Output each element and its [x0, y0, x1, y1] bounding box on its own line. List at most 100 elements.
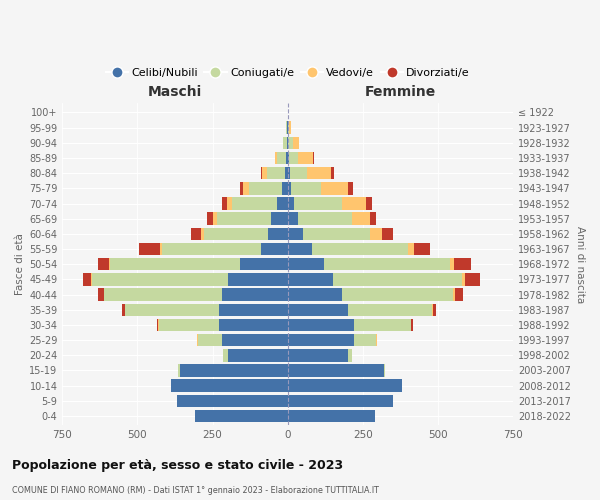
Bar — [354, 334, 376, 346]
Bar — [221, 288, 287, 301]
Bar — [158, 318, 218, 331]
Bar — [303, 228, 370, 240]
Bar — [287, 167, 290, 179]
Bar — [206, 212, 212, 225]
Bar — [342, 198, 366, 209]
Bar — [176, 394, 287, 407]
Bar — [331, 167, 334, 179]
Bar — [283, 136, 287, 149]
Bar — [298, 212, 352, 225]
Bar — [287, 258, 324, 270]
Bar — [268, 228, 287, 240]
Bar — [313, 152, 314, 164]
Bar — [98, 258, 109, 270]
Y-axis label: Anni di nascita: Anni di nascita — [575, 226, 585, 303]
Bar — [453, 288, 455, 301]
Bar — [98, 288, 104, 301]
Bar — [139, 243, 160, 256]
Bar — [348, 349, 352, 362]
Bar — [104, 288, 221, 301]
Bar — [432, 304, 433, 316]
Bar — [454, 258, 471, 270]
Bar — [287, 136, 288, 149]
Bar — [223, 349, 227, 362]
Bar — [286, 122, 287, 134]
Bar — [203, 228, 268, 240]
Bar — [324, 258, 450, 270]
Bar — [201, 228, 203, 240]
Bar — [287, 182, 291, 194]
Bar — [414, 243, 430, 256]
Bar — [160, 243, 161, 256]
Bar — [307, 167, 331, 179]
Bar — [287, 243, 312, 256]
Bar — [287, 394, 393, 407]
Bar — [161, 243, 260, 256]
Bar — [348, 304, 432, 316]
Bar — [412, 318, 413, 331]
Bar — [352, 212, 370, 225]
Bar — [191, 228, 201, 240]
Bar — [266, 167, 284, 179]
Bar — [122, 304, 125, 316]
Text: COMUNE DI FIANO ROMANO (RM) - Dati ISTAT 1° gennaio 2023 - Elaborazione TUTTITAL: COMUNE DI FIANO ROMANO (RM) - Dati ISTAT… — [12, 486, 379, 495]
Bar — [110, 258, 239, 270]
Bar — [322, 182, 349, 194]
Bar — [455, 288, 463, 301]
Bar — [222, 198, 227, 209]
Bar — [212, 212, 217, 225]
Bar — [287, 228, 303, 240]
Bar — [260, 243, 287, 256]
Bar — [384, 364, 385, 376]
Text: Maschi: Maschi — [148, 85, 202, 99]
Bar — [239, 258, 287, 270]
Bar — [287, 349, 348, 362]
Bar — [91, 273, 92, 285]
Bar — [242, 182, 248, 194]
Bar — [221, 334, 287, 346]
Y-axis label: Fasce di età: Fasce di età — [15, 234, 25, 295]
Bar — [281, 182, 287, 194]
Bar — [287, 410, 375, 422]
Legend: Celibi/Nubili, Coniugati/e, Vedovi/e, Divorziati/e: Celibi/Nubili, Coniugati/e, Vedovi/e, Di… — [101, 64, 475, 82]
Bar — [465, 273, 480, 285]
Bar — [287, 152, 289, 164]
Bar — [287, 364, 384, 376]
Bar — [287, 198, 293, 209]
Bar — [370, 228, 382, 240]
Bar — [289, 152, 298, 164]
Bar — [382, 228, 393, 240]
Bar — [240, 182, 242, 194]
Bar — [227, 273, 287, 285]
Bar — [179, 364, 287, 376]
Bar — [290, 167, 307, 179]
Bar — [289, 122, 291, 134]
Bar — [450, 258, 454, 270]
Bar — [170, 380, 287, 392]
Bar — [366, 198, 372, 209]
Bar — [271, 212, 287, 225]
Text: Femmine: Femmine — [365, 85, 436, 99]
Bar — [217, 212, 271, 225]
Bar — [232, 198, 277, 209]
Bar — [287, 273, 333, 285]
Bar — [287, 288, 342, 301]
Bar — [408, 243, 414, 256]
Bar — [227, 198, 232, 209]
Bar — [293, 198, 342, 209]
Bar — [333, 273, 462, 285]
Bar — [194, 410, 287, 422]
Bar — [411, 318, 412, 331]
Bar — [354, 318, 411, 331]
Bar — [83, 273, 91, 285]
Bar — [92, 273, 227, 285]
Bar — [342, 288, 453, 301]
Bar — [312, 243, 408, 256]
Bar — [462, 273, 465, 285]
Bar — [433, 304, 436, 316]
Bar — [227, 349, 287, 362]
Bar — [277, 198, 287, 209]
Bar — [370, 212, 376, 225]
Bar — [262, 167, 266, 179]
Bar — [288, 136, 293, 149]
